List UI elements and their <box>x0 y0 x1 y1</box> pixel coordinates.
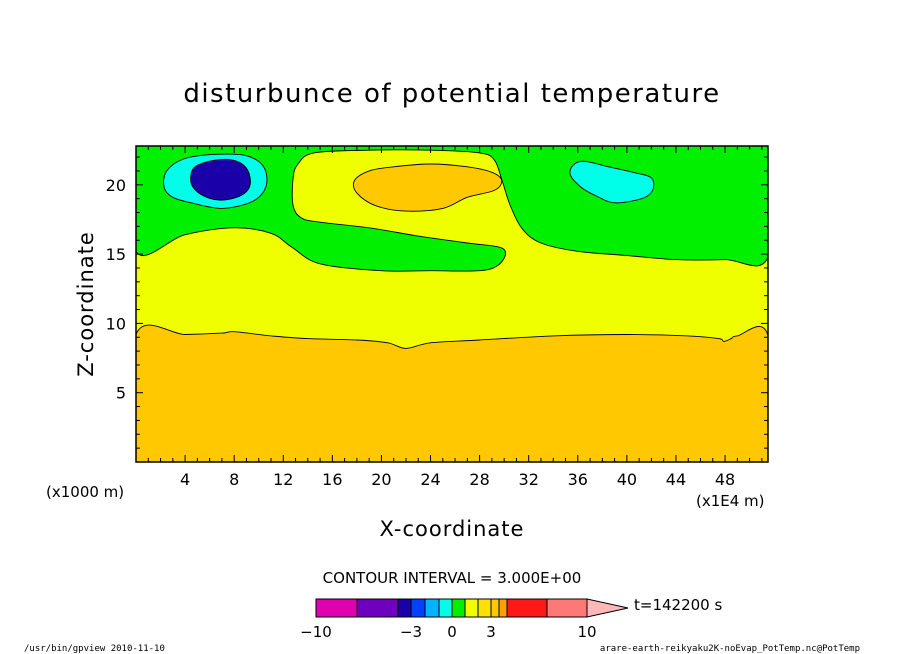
x-unit-right: (x1E4 m) <box>696 492 765 510</box>
x-tick-label: 12 <box>273 470 293 489</box>
colorbar-bin <box>464 598 479 618</box>
colorbar-bin <box>356 598 399 618</box>
x-tick-label: 36 <box>568 470 588 489</box>
footer-right: arare-earth-reikyaku2K-noEvap_PotTemp.nc… <box>600 644 860 654</box>
colorbar-bin <box>490 598 500 618</box>
contour-region-cool-cell-right <box>569 160 655 204</box>
colorbar-bin <box>498 598 508 618</box>
x-tick-label: 44 <box>666 470 686 489</box>
colorbar-bin <box>438 598 453 618</box>
colorbar-bin <box>424 598 440 618</box>
y-axis-label: Z-coordinate <box>74 231 98 377</box>
colorbar-label: 0 <box>447 623 457 641</box>
footer-left: /usr/bin/gpview 2010-11-10 <box>24 644 165 654</box>
contour-interval: CONTOUR INTERVAL = 3.000E+00 <box>323 569 582 587</box>
colorbar-bin <box>546 598 588 618</box>
colorbar-bin <box>451 598 466 618</box>
plot-frame <box>135 145 769 463</box>
colorbar-bin <box>315 598 358 618</box>
colorbar-label: −10 <box>300 623 332 641</box>
colorbar-bin <box>397 598 412 618</box>
axis-ticks <box>136 146 768 462</box>
y-tick-label: 15 <box>106 245 126 264</box>
x-tick-label: 48 <box>715 470 735 489</box>
y-tick-labels: 5 10 15 20 <box>106 176 126 403</box>
colorbar-label: −3 <box>400 623 422 641</box>
chart-title: disturbunce of potential temperature <box>183 79 720 109</box>
x-tick-label: 4 <box>180 470 190 489</box>
y-tick-label: 20 <box>106 176 126 195</box>
colorbar-bin <box>477 598 492 618</box>
y-tick-label: 10 <box>106 314 126 333</box>
colorbar-bin <box>586 598 629 618</box>
x-tick-label: 40 <box>617 470 637 489</box>
x-tick-label: 28 <box>469 470 489 489</box>
x-axis-label: X-coordinate <box>380 517 525 541</box>
colorbar-label: 10 <box>577 623 596 641</box>
colorbar-labels: −10 −3 0 3 10 <box>300 623 596 641</box>
colorbar-label: 3 <box>486 623 496 641</box>
x-tick-label: 20 <box>371 470 391 489</box>
x-tick-label: 24 <box>420 470 440 489</box>
x-tick-label: 32 <box>519 470 539 489</box>
contour-region-warm-bubble-upper <box>352 163 503 212</box>
y-tick-label: 5 <box>116 384 126 403</box>
x-tick-label: 8 <box>229 470 239 489</box>
contour-regions <box>136 146 768 462</box>
contour-region-warm-layer <box>136 324 768 462</box>
colorbar-bin <box>410 598 426 618</box>
colorbar <box>315 598 629 618</box>
x-tick-labels: 4 8 12 16 20 24 28 32 36 40 44 48 <box>180 470 735 489</box>
contour-region-cold-core-left <box>190 158 251 201</box>
colorbar-bin <box>506 598 548 618</box>
x-unit-left: (x1000 m) <box>46 483 124 501</box>
time-label: t=142200 s <box>634 596 722 614</box>
x-tick-label: 16 <box>322 470 342 489</box>
